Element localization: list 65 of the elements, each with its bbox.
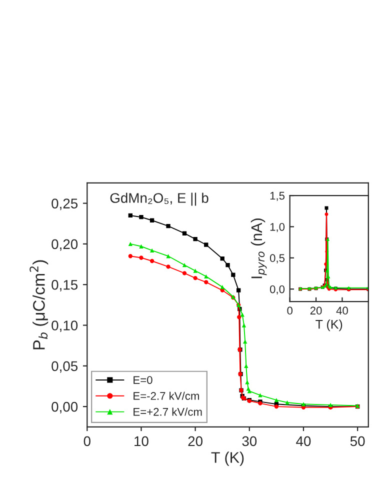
point xyxy=(139,256,144,260)
point xyxy=(220,256,224,261)
point xyxy=(193,276,198,280)
point xyxy=(182,231,187,236)
point xyxy=(247,389,252,394)
point xyxy=(128,254,132,258)
x-axis-title: T (K) xyxy=(211,452,244,466)
x-tick-label: 30 xyxy=(242,436,257,446)
y-tick-label: 0,05 xyxy=(52,361,78,373)
x-tick-label: 20 xyxy=(188,436,202,446)
x-tick-label: 0 xyxy=(287,306,293,315)
legend-label: E=0 xyxy=(134,376,152,384)
point xyxy=(220,284,224,290)
point xyxy=(166,224,170,228)
y-tick-label: 0,5 xyxy=(270,254,285,264)
y-tick-label: 0,00 xyxy=(52,402,78,414)
x-tick-label: 10 xyxy=(134,436,148,446)
point xyxy=(166,264,170,269)
point xyxy=(240,312,244,317)
y-tick-label: 0,25 xyxy=(52,198,78,210)
point xyxy=(285,400,290,405)
point xyxy=(182,262,187,268)
x-tick-label: 40 xyxy=(336,306,348,315)
point xyxy=(128,213,132,218)
point xyxy=(274,398,279,402)
point xyxy=(193,236,198,242)
point xyxy=(204,242,208,247)
x-tick-label: 50 xyxy=(350,436,365,446)
point xyxy=(242,339,248,344)
y-tick-label: 0,0 xyxy=(270,285,285,295)
y-tick-label: 0,10 xyxy=(52,320,78,332)
point xyxy=(150,258,154,264)
point xyxy=(139,215,144,220)
x-tick-label: 40 xyxy=(296,436,311,446)
point xyxy=(128,242,132,246)
point xyxy=(150,218,154,222)
point xyxy=(231,272,236,277)
point xyxy=(139,244,144,248)
point xyxy=(242,323,246,328)
x-axis-title: T (K) xyxy=(316,320,342,332)
point xyxy=(204,274,208,279)
point xyxy=(182,271,187,276)
y-tick-label: 1,5 xyxy=(270,192,285,201)
y-tick-label: 0,20 xyxy=(52,239,78,251)
y-tick-label: 0,15 xyxy=(52,280,78,292)
point xyxy=(226,262,230,268)
point xyxy=(324,212,328,216)
annotation: GdMn₂O₅, E || b xyxy=(110,192,208,206)
y-axis-title: P$_{b}$ (μC/cm$^{2}$) xyxy=(30,260,48,350)
point xyxy=(204,280,208,284)
point xyxy=(193,268,198,273)
legend-label: E=+2.7 kV/cm xyxy=(134,408,202,416)
point xyxy=(150,248,154,253)
point xyxy=(166,254,170,258)
x-tick-label: 20 xyxy=(310,306,322,315)
x-tick-label: 0 xyxy=(84,436,90,446)
point xyxy=(237,315,242,320)
point xyxy=(258,393,262,398)
point xyxy=(274,404,279,409)
y-tick-label: 1,0 xyxy=(270,222,285,232)
y-axis-title: I$_{pyro}$ (nA) xyxy=(250,218,267,278)
point xyxy=(326,274,330,278)
legend-label: E=-2.7 kV/cm xyxy=(134,392,199,400)
point xyxy=(245,380,250,384)
point xyxy=(236,288,241,292)
